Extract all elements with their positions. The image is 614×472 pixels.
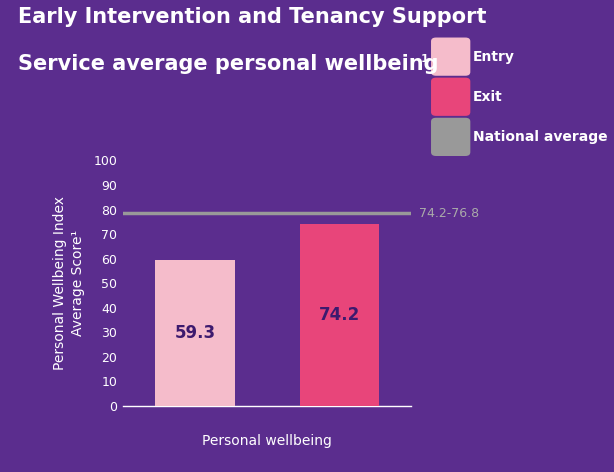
Text: Service average personal wellbeing: Service average personal wellbeing <box>18 54 439 74</box>
Y-axis label: Personal Wellbeing Index
Average Score¹: Personal Wellbeing Index Average Score¹ <box>53 196 85 370</box>
Text: 74.2-76.8: 74.2-76.8 <box>419 207 479 220</box>
Text: 59.3: 59.3 <box>174 324 216 342</box>
Bar <box>300 224 379 406</box>
Text: Entry: Entry <box>473 50 515 64</box>
Text: National average: National average <box>473 130 607 144</box>
Text: Exit: Exit <box>473 90 502 104</box>
Bar <box>155 261 235 406</box>
Text: Early Intervention and Tenancy Support: Early Intervention and Tenancy Support <box>18 7 487 27</box>
Text: Personal wellbeing: Personal wellbeing <box>202 434 332 448</box>
Text: 74.2: 74.2 <box>319 306 360 324</box>
Text: 1: 1 <box>421 54 429 64</box>
